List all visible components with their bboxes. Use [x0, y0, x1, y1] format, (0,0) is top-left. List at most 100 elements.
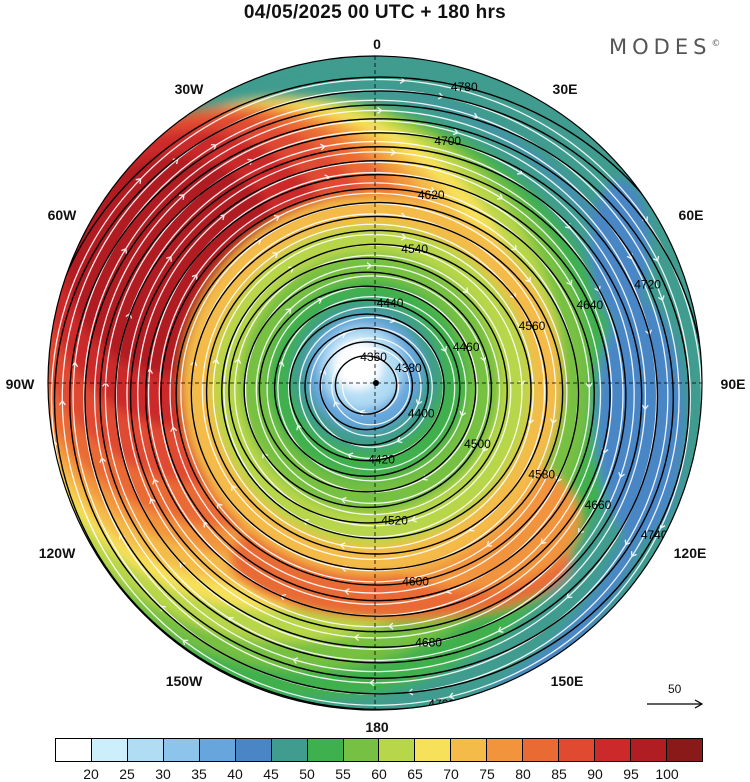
colorbar-tick-label: 95	[623, 766, 639, 782]
streamline-arrow	[396, 436, 403, 444]
contour-label: 4360	[360, 350, 387, 364]
contour-label: 4740	[641, 528, 668, 542]
streamline-arrow	[296, 424, 303, 431]
colorbar-tick-label: 90	[587, 766, 603, 782]
streamline-arrow	[366, 262, 373, 270]
streamline-arrow	[497, 193, 504, 200]
streamline	[201, 223, 546, 561]
streamline	[93, 120, 658, 673]
colorbar-tick-label: 30	[155, 766, 171, 782]
streamline-arrow	[518, 380, 526, 386]
colorbar-tick-label: 25	[119, 766, 135, 782]
reference-vector-arrow-icon	[647, 699, 704, 709]
meridian-label-0: 0	[373, 36, 381, 52]
height-contour	[243, 271, 493, 509]
streamline-arrow	[212, 358, 220, 365]
streamline-arrow	[191, 273, 198, 280]
streamline-arrow	[399, 76, 406, 84]
contour-label: 4560	[519, 319, 546, 333]
streamline-arrow	[377, 106, 383, 115]
contour-label: 4440	[377, 296, 404, 310]
height-contour	[84, 118, 674, 680]
colorbar-tick-label: 20	[83, 766, 99, 782]
contour-label: 4640	[576, 298, 603, 312]
streamline-arrow	[231, 485, 237, 491]
streamline-arrow	[657, 295, 665, 302]
streamline-arrow	[210, 670, 216, 677]
height-contours	[48, 76, 702, 710]
streamline-arrow	[319, 368, 327, 375]
height-contour	[69, 104, 690, 695]
meridian-label-150e: 150E	[550, 673, 584, 689]
streamline-arrow	[160, 605, 166, 612]
contour-label: 4600	[402, 575, 429, 589]
streamline-arrow	[316, 297, 323, 304]
streamline	[180, 202, 568, 583]
height-contour	[160, 187, 595, 602]
streamline-arrow	[273, 214, 280, 222]
streamline	[331, 347, 411, 426]
streamline-arrow	[490, 691, 497, 698]
streamline-arrow	[390, 148, 397, 156]
streamline	[288, 306, 456, 471]
streamline-arrow	[540, 538, 547, 545]
streamline-arrow	[585, 382, 593, 389]
streamline-arrow	[339, 542, 346, 550]
streamline-arrow	[303, 518, 309, 526]
streamline-arrow	[618, 472, 625, 479]
streamline-arrow	[285, 308, 292, 314]
colorbar-swatch	[487, 739, 524, 761]
colorbar-swatch	[307, 739, 344, 761]
height-contour	[145, 173, 611, 617]
colorbar-swatch	[271, 739, 308, 761]
streamline-arrow	[369, 679, 375, 687]
colorbar-tick-label: 100	[655, 766, 679, 782]
height-contour	[273, 299, 461, 477]
colorbar-swatch	[523, 739, 560, 761]
streamline-arrow	[452, 128, 459, 136]
colorbar-swatch	[451, 739, 488, 761]
contour-label: 4540	[401, 242, 428, 256]
colorbar-tick-label: 70	[443, 766, 459, 782]
wind-speed-field: 4360 4380 4400 4420 4440 4460 4500 4520 4540 4560…	[48, 56, 702, 711]
colorbar-swatch	[415, 739, 452, 761]
streamline-arrow	[178, 194, 185, 200]
streamline	[320, 337, 422, 437]
streamline-arrow	[182, 639, 189, 646]
meridian-label-60w: 60W	[47, 207, 77, 223]
streamline-arrow	[472, 112, 479, 120]
streamline-arrow	[429, 186, 436, 194]
streamline	[244, 264, 501, 516]
wind-streamlines	[50, 76, 702, 710]
colorbar-swatch	[559, 739, 596, 761]
streamline-arrow	[410, 515, 417, 523]
contour-label: 4520	[381, 513, 408, 527]
lat-lon-grid	[48, 56, 702, 710]
streamline-arrow	[480, 355, 487, 362]
height-contour	[258, 285, 477, 493]
streamline-arrow	[400, 233, 407, 241]
colorbar-swatch	[91, 739, 128, 761]
streamline-arrow	[497, 626, 504, 633]
contour-label: 4500	[464, 437, 491, 451]
streamline-arrow	[333, 400, 340, 407]
streamline-arrow	[172, 158, 179, 165]
height-contour	[304, 327, 429, 446]
streamline	[61, 89, 691, 706]
meridian-label-120w: 120W	[38, 545, 76, 561]
streamline-arrow	[387, 622, 394, 630]
streamline-arrow	[166, 255, 172, 262]
streamline-arrow	[170, 426, 178, 432]
colorbar-tick-label: 45	[263, 766, 279, 782]
contour-label: 4680	[415, 636, 442, 650]
streamline-arrow	[555, 476, 562, 483]
meridian-label-30e: 30E	[552, 81, 578, 97]
streamline-arrow	[401, 366, 409, 373]
colorbar-swatch	[56, 739, 92, 761]
contour-label: 4760	[428, 697, 455, 711]
streamline-arrow	[683, 490, 691, 497]
height-contour	[289, 313, 445, 462]
streamline-arrow	[135, 178, 142, 184]
height-contour	[129, 159, 627, 633]
